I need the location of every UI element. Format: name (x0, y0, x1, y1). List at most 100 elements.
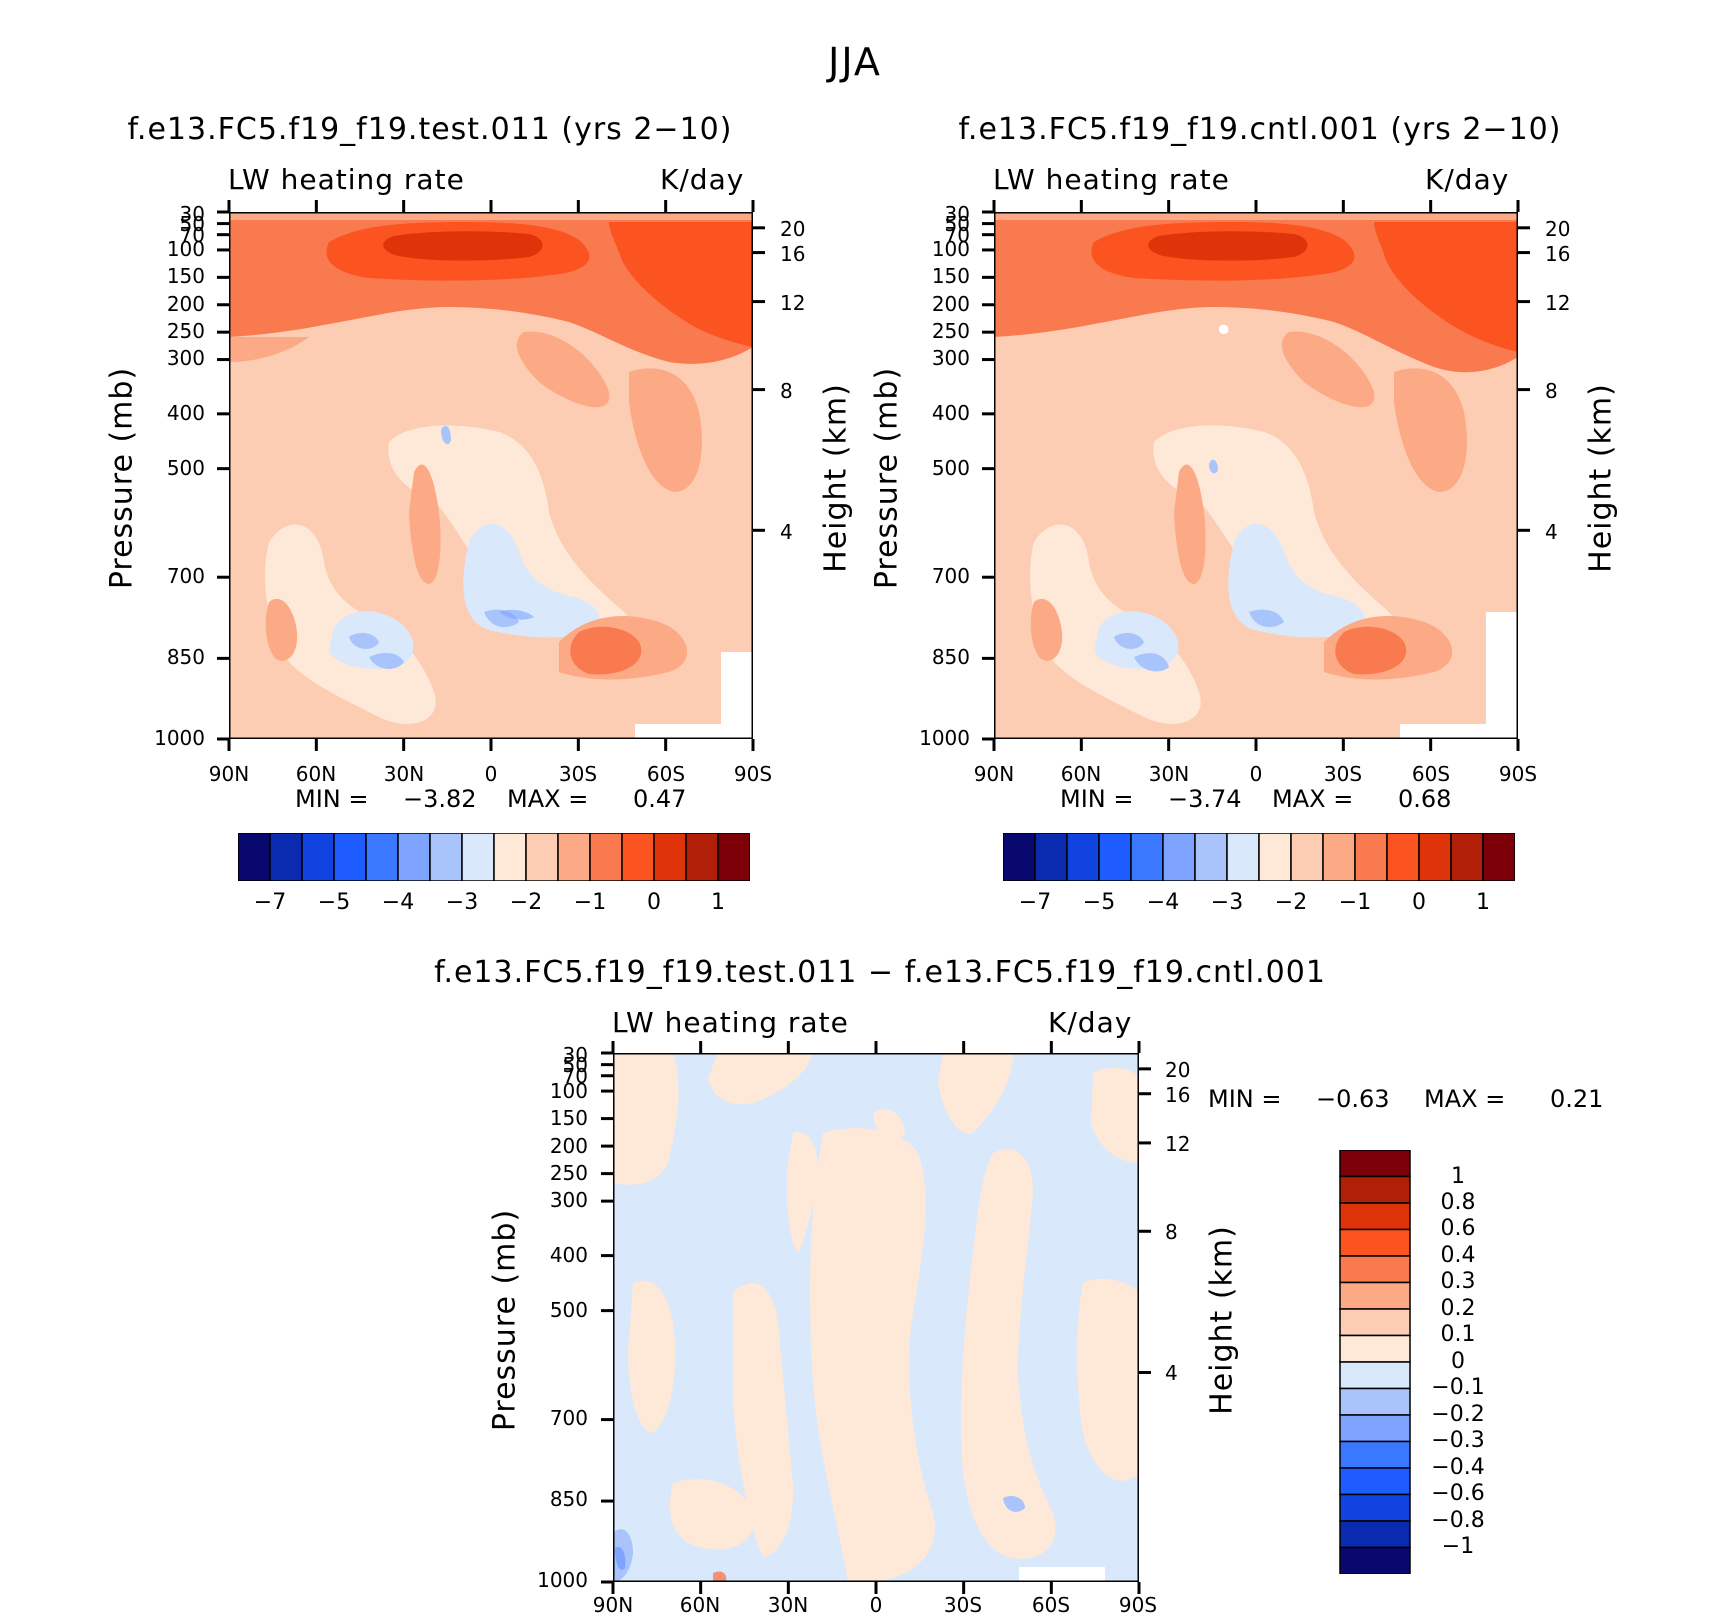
x-tick-label: 30S (558, 762, 598, 786)
y2-axis-label: Height (km) (818, 383, 854, 573)
colorbar-label: −1 (573, 890, 607, 915)
y-axis-label: Pressure (mb) (869, 366, 905, 590)
colorbar-swatch (1130, 833, 1164, 881)
colorbar-swatch (1339, 1308, 1411, 1337)
min-label: MIN = (295, 785, 369, 813)
y2-tick-label: 4 (1545, 520, 1558, 544)
colorbar-swatch (333, 833, 367, 881)
x-tick-label: 60N (679, 1593, 721, 1617)
x-tick-label: 90S (1498, 762, 1538, 786)
colorbar-swatch (589, 833, 623, 881)
colorbar-swatch (1339, 1202, 1411, 1231)
colorbar (1003, 833, 1515, 881)
colorbar-label: 0.6 (1440, 1216, 1476, 1241)
colorbar-label: −2 (1274, 890, 1308, 915)
colorbar-label: 0.8 (1440, 1190, 1476, 1215)
y-tick-label: 100 (166, 237, 205, 261)
colorbar-label: −3 (1210, 890, 1244, 915)
y-tick-label: 30 (944, 202, 970, 226)
units-label: K/day (1425, 163, 1510, 196)
colorbar-swatch (1339, 1255, 1411, 1284)
colorbar-label: −0.2 (1431, 1402, 1485, 1427)
colorbar-swatch (1339, 1546, 1411, 1574)
colorbar-label: 1 (1476, 890, 1490, 915)
max-value: 0.47 (633, 785, 687, 813)
colorbar-swatch (238, 833, 271, 881)
colorbar-swatch (1339, 1414, 1411, 1443)
y-tick-label: 70 (944, 223, 970, 247)
y2-tick-label: 16 (1165, 1083, 1191, 1107)
y-tick-label: 200 (166, 292, 205, 316)
y-tick-label: 150 (549, 1106, 588, 1130)
colorbar-swatch (1003, 833, 1036, 881)
x-tick-label: 90S (1118, 1593, 1158, 1617)
colorbar-swatch (1339, 1334, 1411, 1363)
x-tick-label: 30S (943, 1593, 983, 1617)
colorbar-label: −7 (1018, 890, 1052, 915)
y-tick-label: 30 (562, 1043, 588, 1067)
colorbar-swatch (685, 833, 719, 881)
y2-axis-label: Height (km) (1583, 383, 1619, 573)
y-tick-label: 700 (166, 564, 205, 588)
colorbar-label: 0 (1412, 890, 1426, 915)
colorbar-swatch (653, 833, 687, 881)
min-value: −3.82 (403, 785, 477, 813)
colorbar-swatch (1339, 1281, 1411, 1310)
y-tick-label: 250 (166, 319, 205, 343)
x-tick-label: 0 (484, 762, 498, 786)
colorbar-label: −7 (253, 890, 287, 915)
y-tick-label: 1000 (154, 726, 205, 750)
x-tick-label: 30N (767, 1593, 809, 1617)
y-tick-label: 50 (179, 212, 205, 236)
y2-tick-label: 20 (1545, 217, 1571, 241)
y-tick-label: 150 (931, 264, 970, 288)
colorbar-swatch (429, 833, 463, 881)
y-tick-label: 100 (931, 237, 970, 261)
y-axis-label: Pressure (mb) (104, 366, 140, 590)
y-tick-label: 100 (549, 1079, 588, 1103)
colorbar-label: −2 (509, 890, 543, 915)
colorbar-label: −1 (1338, 890, 1372, 915)
colorbar-swatch (1339, 1150, 1411, 1178)
y-tick-label: 1000 (919, 726, 970, 750)
colorbar-swatch (1162, 833, 1196, 881)
colorbar-swatch (1339, 1387, 1411, 1416)
colorbar-swatch (1290, 833, 1324, 881)
colorbar-swatch (365, 833, 399, 881)
max-label: MAX = (507, 785, 589, 813)
y-tick-label: 250 (549, 1161, 588, 1185)
y2-tick-label: 8 (1165, 1220, 1178, 1244)
colorbar-swatch (1339, 1493, 1411, 1522)
min-value: −3.74 (1168, 785, 1242, 813)
y-tick-label: 850 (931, 645, 970, 669)
x-tick-label: 60S (1031, 1593, 1071, 1617)
colorbar-label: 0.1 (1440, 1322, 1476, 1347)
units-label: K/day (1048, 1006, 1133, 1039)
x-tick-label: 60N (295, 762, 337, 786)
colorbar-swatch (1339, 1228, 1411, 1257)
y2-tick-label: 16 (1545, 242, 1571, 266)
y-tick-label: 400 (549, 1243, 588, 1267)
x-tick-label: 60S (1411, 762, 1451, 786)
colorbar (238, 833, 750, 881)
colorbar-swatch (397, 833, 431, 881)
y2-tick-label: 20 (1165, 1058, 1191, 1082)
x-tick-label: 90N (208, 762, 250, 786)
max-label: MAX = (1272, 785, 1354, 813)
y-tick-label: 200 (549, 1134, 588, 1158)
y-tick-label: 50 (944, 212, 970, 236)
colorbar-swatch (1450, 833, 1484, 881)
colorbar-swatch (1194, 833, 1228, 881)
y2-tick-label: 8 (780, 379, 793, 403)
colorbar-swatch (269, 833, 303, 881)
y-tick-label: 850 (549, 1487, 588, 1511)
panel-title: f.e13.FC5.f19_f19.test.011 (yrs 2−10) (127, 112, 733, 147)
colorbar-swatch (1258, 833, 1292, 881)
colorbar-label: −0.4 (1431, 1455, 1485, 1480)
colorbar-swatch (301, 833, 335, 881)
y-tick-label: 70 (562, 1064, 588, 1088)
x-tick-label: 90N (973, 762, 1015, 786)
colorbar-label: 0 (1451, 1349, 1465, 1374)
y-tick-label: 150 (166, 264, 205, 288)
x-tick-label: 0 (1249, 762, 1263, 786)
